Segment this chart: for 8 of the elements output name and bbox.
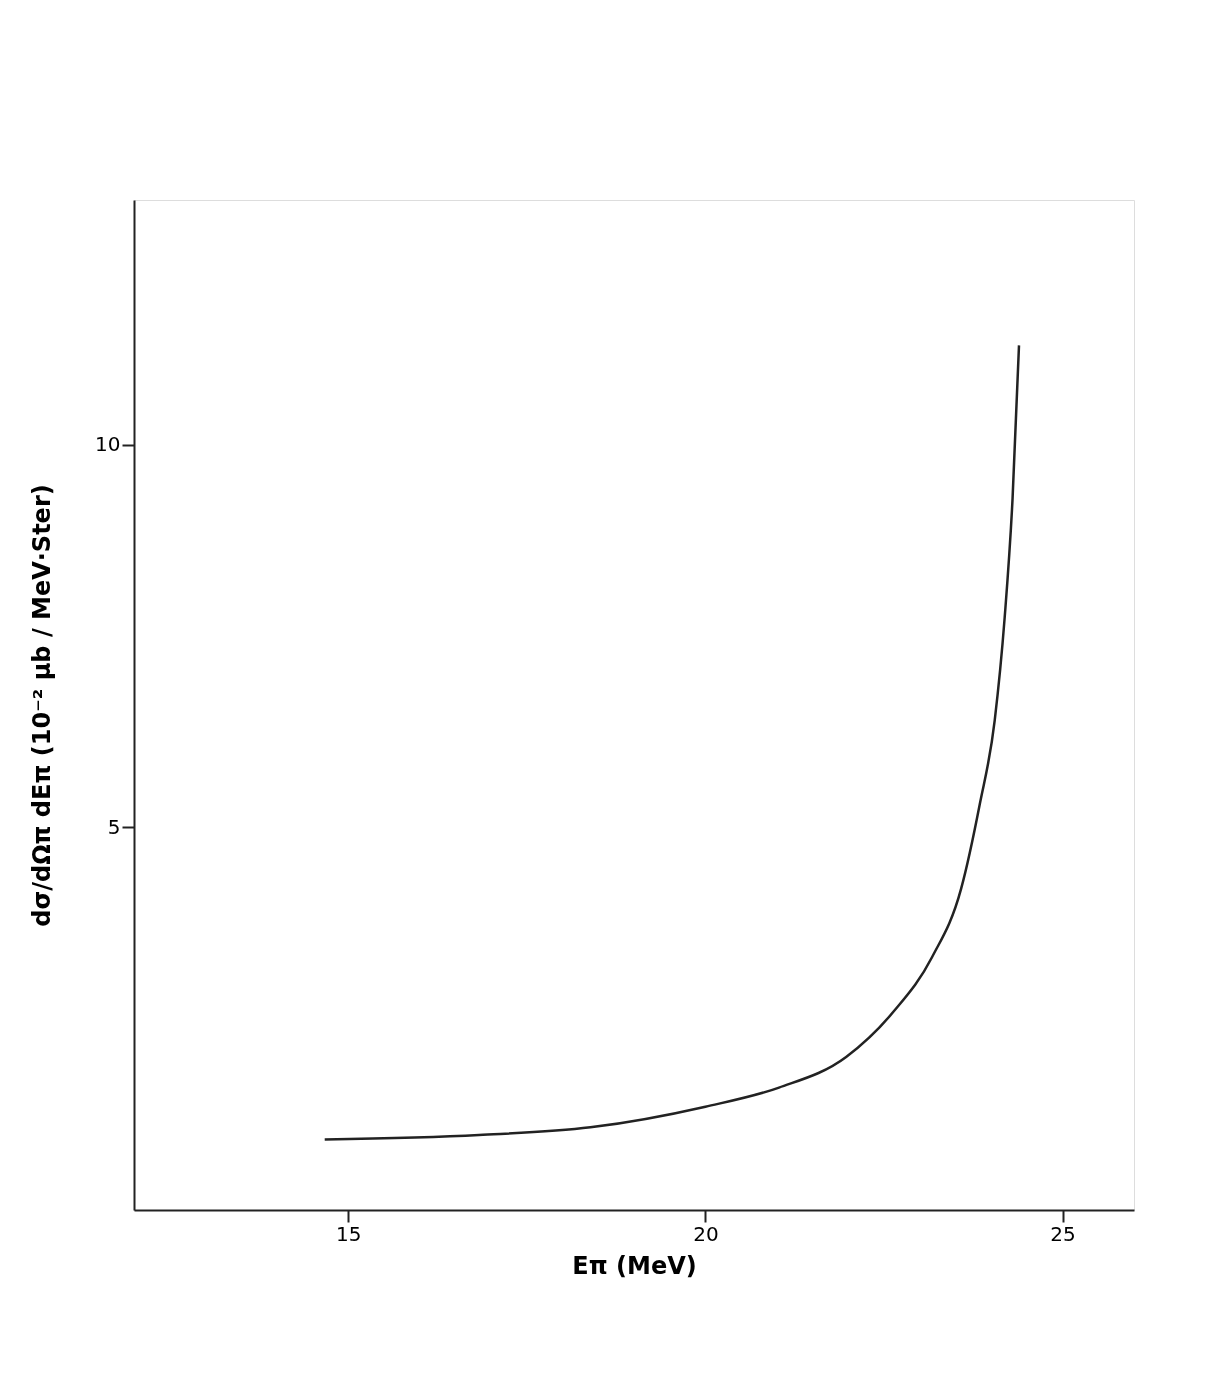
line-series [323, 344, 1021, 1141]
x-tick-label: 20 [693, 1221, 719, 1246]
y-tick-label: 10 [95, 432, 121, 457]
x-axis-title: Eπ (MeV) [572, 1251, 697, 1280]
x-tick-label: 25 [1050, 1221, 1076, 1246]
x-tick-label: 15 [336, 1221, 362, 1246]
y-axis-title: dσ/dΩπ dEπ (10⁻² μb / MeV·Ster) [28, 484, 57, 927]
y-tick-label: 5 [107, 814, 121, 839]
